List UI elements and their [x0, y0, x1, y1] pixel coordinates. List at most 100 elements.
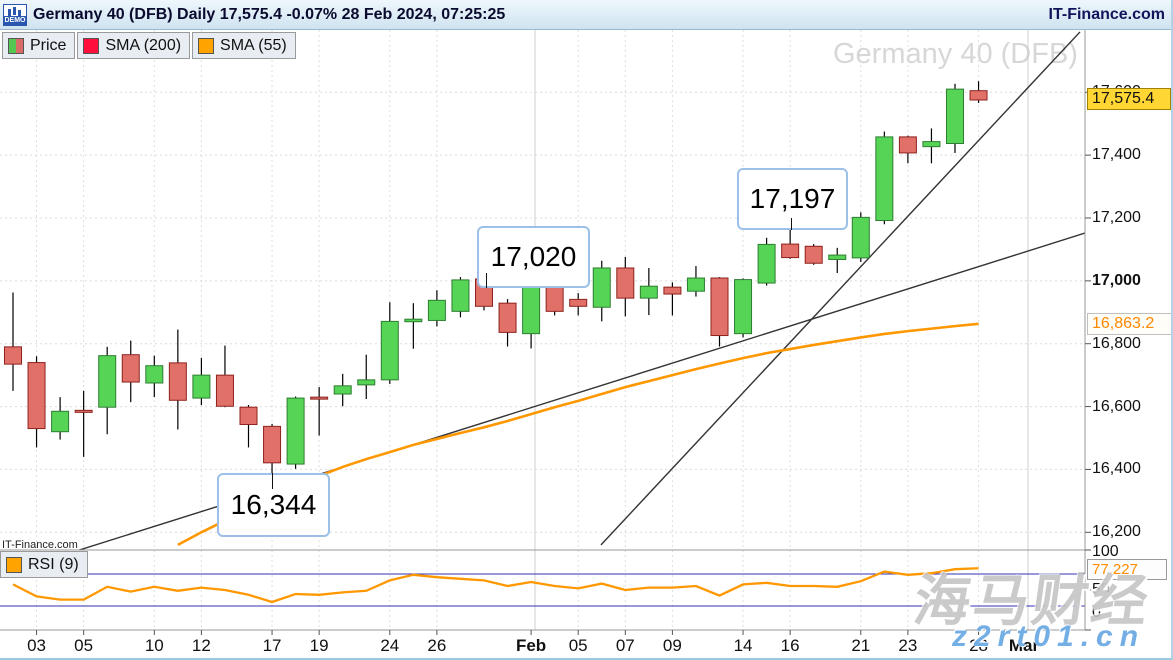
- price-tick-label: 17,400: [1092, 146, 1141, 164]
- rsi-swatch-icon: [6, 556, 22, 573]
- x-axis-label: 24: [380, 636, 400, 655]
- itfinance-small-watermark: IT-Finance.com: [2, 539, 78, 551]
- candle: [263, 425, 282, 464]
- sma55-value-tag: 16,863.2: [1087, 313, 1171, 335]
- candle: [239, 406, 258, 425]
- mini-candles-icon: [6, 6, 24, 16]
- candle: [757, 243, 776, 284]
- x-axis-label: 03: [27, 636, 46, 655]
- candle: [522, 280, 541, 335]
- x-axis-label: 05: [568, 636, 588, 655]
- x-axis-label: 26: [427, 636, 447, 655]
- legend-rsi-chip[interactable]: RSI (9): [0, 551, 88, 578]
- sma55-swatch-icon: [198, 37, 215, 54]
- price-swatch-icon: [8, 37, 24, 54]
- candle: [734, 279, 753, 335]
- x-axis-label: 07: [615, 636, 635, 655]
- rsi-tick-label: 100: [1092, 543, 1119, 560]
- annotation-pointer: [272, 473, 273, 489]
- candle: [27, 362, 46, 430]
- x-axis-label: 21: [851, 636, 871, 655]
- candle: [710, 277, 729, 337]
- sma200-swatch-icon: [83, 37, 100, 54]
- candle: [74, 409, 93, 413]
- brand-link[interactable]: IT-Finance.com: [1048, 5, 1165, 23]
- rsi-value-tag: 77.227: [1087, 559, 1167, 580]
- rsi-line: [12, 567, 979, 604]
- candle: [969, 90, 988, 101]
- x-axis-label: 17: [262, 636, 282, 655]
- rsi-tick-label: 0: [1092, 604, 1101, 621]
- legend-sma55-label: SMA (55): [220, 36, 287, 54]
- candle: [592, 267, 611, 308]
- legend-rsi-label: RSI (9): [28, 555, 79, 573]
- candles: [4, 81, 988, 488]
- instrument-title: Germany 40 (DFB) Daily 17,575.4 -0.07% 2…: [33, 5, 506, 23]
- candle: [98, 355, 117, 408]
- legend-sma200-label: SMA (200): [105, 36, 182, 54]
- annotation-pointer: [486, 273, 487, 288]
- candle: [121, 354, 140, 383]
- candle: [828, 254, 847, 260]
- rsi-tick-label: 50: [1092, 581, 1110, 598]
- trendlines[interactable]: [0, 31, 1085, 575]
- price-annotation[interactable]: 16,344: [217, 473, 330, 537]
- candle: [51, 410, 70, 433]
- candle: [357, 379, 376, 386]
- candle: [404, 318, 423, 323]
- panel-borders: [0, 30, 1091, 635]
- legend-sma55-chip[interactable]: SMA (55): [192, 32, 296, 59]
- candle: [333, 385, 352, 395]
- candle: [168, 362, 187, 401]
- price-tick-label: 16,800: [1092, 334, 1141, 352]
- x-axis-label: 09: [662, 636, 682, 655]
- candle: [215, 374, 234, 407]
- candle: [451, 279, 470, 312]
- candle: [875, 136, 894, 222]
- candle: [145, 365, 164, 384]
- legend-price-label: Price: [30, 36, 67, 54]
- x-axis-label: 05: [74, 636, 94, 655]
- x-axis-label: Mar: [1008, 636, 1040, 655]
- chart-watermark: Germany 40 (DFB): [833, 38, 1078, 70]
- candle: [310, 396, 329, 400]
- x-axis-label: 28: [969, 636, 988, 655]
- candle: [781, 243, 800, 259]
- price-tick-label: 16,600: [1092, 397, 1141, 415]
- price-annotation[interactable]: 17,020: [477, 226, 590, 288]
- price-tick-label: 17,000: [1092, 271, 1141, 289]
- candle: [639, 285, 658, 299]
- candle: [804, 245, 823, 264]
- price-tick-label: 17,200: [1092, 208, 1141, 226]
- candle: [427, 299, 446, 321]
- demo-label: DEMO: [4, 15, 26, 25]
- x-axis-label: 19: [309, 636, 329, 655]
- demo-account-icon: DEMO: [3, 3, 27, 26]
- candle: [922, 141, 941, 148]
- candle: [663, 286, 682, 295]
- x-axis-label: 14: [733, 636, 753, 655]
- candle: [286, 397, 305, 465]
- candle: [616, 267, 635, 299]
- price-tick-label: 16,400: [1092, 460, 1141, 478]
- header-bar: DEMO Germany 40 (DFB) Daily 17,575.4 -0.…: [0, 0, 1171, 30]
- x-axis-label: 23: [898, 636, 918, 655]
- cn-domain-watermark: z2rt01.cn: [952, 620, 1146, 653]
- candle: [946, 88, 964, 144]
- candle: [898, 136, 917, 154]
- legend-price-chip[interactable]: Price: [2, 32, 76, 59]
- candle: [380, 320, 399, 381]
- indicator-legend: Price SMA (200) SMA (55): [2, 32, 296, 59]
- legend-sma200-chip[interactable]: SMA (200): [77, 32, 191, 59]
- last-price-tag: 17,575.4: [1087, 88, 1171, 110]
- x-axis-label: Feb: [515, 636, 547, 655]
- candle: [498, 302, 517, 333]
- candle: [192, 374, 211, 399]
- candle: [569, 298, 588, 307]
- candle: [4, 346, 22, 365]
- x-axis-label: 12: [191, 636, 211, 655]
- price-annotation[interactable]: 17,197: [737, 168, 848, 230]
- candle: [686, 277, 705, 292]
